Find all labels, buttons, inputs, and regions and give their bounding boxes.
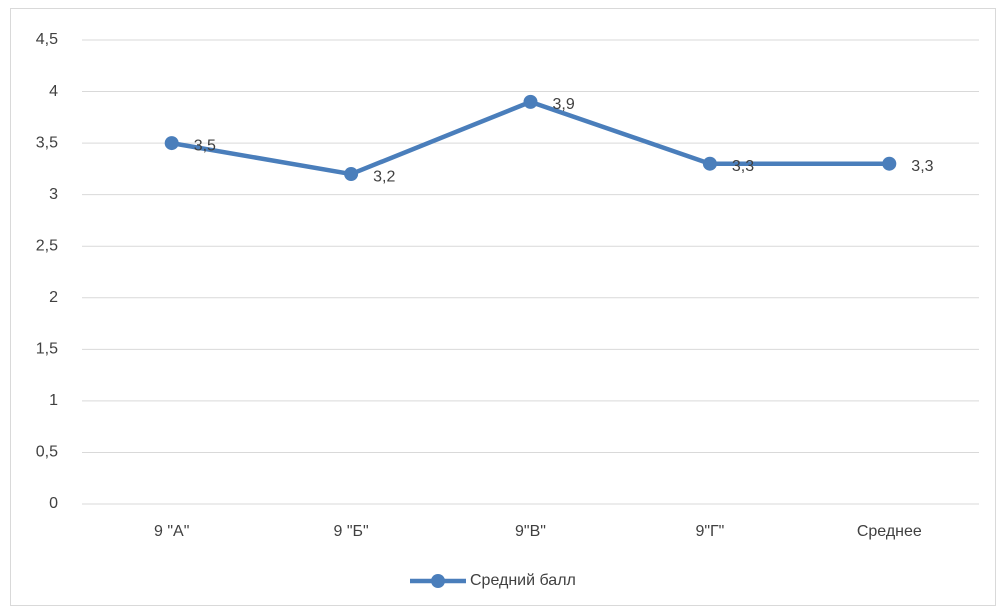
legend-marker — [431, 574, 445, 588]
y-tick-label: 2,5 — [36, 237, 58, 254]
y-tick-label: 0,5 — [36, 444, 58, 461]
y-tick-label: 3 — [49, 186, 58, 203]
y-tick-label: 1,5 — [36, 341, 58, 358]
data-label: 3,2 — [373, 168, 395, 185]
data-point — [523, 94, 538, 109]
x-tick-label: Среднее — [857, 523, 922, 540]
chart-frame — [10, 8, 996, 606]
y-tick-label: 3,5 — [36, 134, 58, 151]
x-tick-label: 9 "А" — [154, 523, 189, 540]
y-tick-label: 0 — [49, 495, 58, 512]
data-label: 3,3 — [911, 158, 933, 175]
data-label: 3,5 — [194, 137, 216, 154]
legend-label: Средний балл — [470, 572, 576, 589]
x-tick-label: 9"Г" — [695, 523, 724, 540]
data-label: 3,3 — [732, 158, 754, 175]
data-point — [344, 167, 359, 182]
data-point — [164, 136, 179, 151]
x-tick-label: 9"В" — [515, 523, 546, 540]
y-tick-label: 4,5 — [36, 31, 58, 48]
data-point — [702, 156, 717, 171]
x-tick-label: 9 "Б" — [333, 523, 368, 540]
y-tick-label: 4 — [49, 83, 58, 100]
y-tick-label: 1 — [49, 392, 58, 409]
data-label: 3,9 — [553, 96, 575, 113]
y-tick-label: 2 — [49, 289, 58, 306]
data-point — [882, 156, 897, 171]
